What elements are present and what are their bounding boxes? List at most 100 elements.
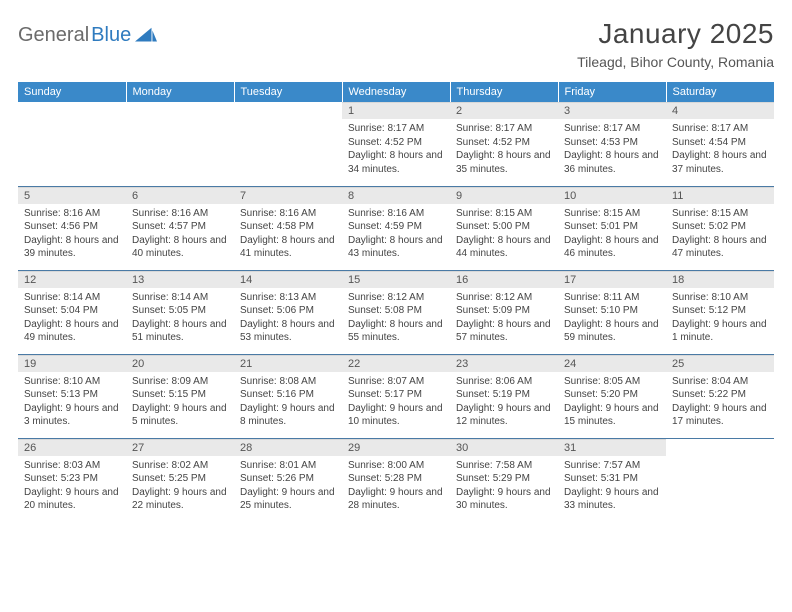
calendar-cell: 21Sunrise: 8:08 AMSunset: 5:16 PMDayligh…	[234, 354, 342, 438]
day-details: Sunrise: 8:16 AMSunset: 4:58 PMDaylight:…	[234, 204, 342, 265]
day-number: 30	[450, 439, 558, 456]
day-number: 12	[18, 271, 126, 288]
calendar-cell: 1Sunrise: 8:17 AMSunset: 4:52 PMDaylight…	[342, 102, 450, 186]
day-number: 5	[18, 187, 126, 204]
day-number: 26	[18, 439, 126, 456]
day-number: 20	[126, 355, 234, 372]
day-number: 21	[234, 355, 342, 372]
calendar-cell: 6Sunrise: 8:16 AMSunset: 4:57 PMDaylight…	[126, 186, 234, 270]
day-number: 1	[342, 102, 450, 119]
calendar-cell: 18Sunrise: 8:10 AMSunset: 5:12 PMDayligh…	[666, 270, 774, 354]
day-number: 25	[666, 355, 774, 372]
day-number: 29	[342, 439, 450, 456]
day-number: 14	[234, 271, 342, 288]
day-number: 31	[558, 439, 666, 456]
day-details: Sunrise: 8:14 AMSunset: 5:05 PMDaylight:…	[126, 288, 234, 349]
calendar-cell: ..	[126, 102, 234, 186]
col-header-wednesday: Wednesday	[342, 82, 450, 102]
calendar-cell: 15Sunrise: 8:12 AMSunset: 5:08 PMDayligh…	[342, 270, 450, 354]
calendar-week: 19Sunrise: 8:10 AMSunset: 5:13 PMDayligh…	[18, 354, 774, 438]
day-number: 11	[666, 187, 774, 204]
day-details: Sunrise: 7:57 AMSunset: 5:31 PMDaylight:…	[558, 456, 666, 517]
day-details: Sunrise: 8:17 AMSunset: 4:52 PMDaylight:…	[342, 119, 450, 180]
day-details: Sunrise: 8:04 AMSunset: 5:22 PMDaylight:…	[666, 372, 774, 433]
day-details: Sunrise: 8:12 AMSunset: 5:08 PMDaylight:…	[342, 288, 450, 349]
day-number: 27	[126, 439, 234, 456]
day-details: Sunrise: 8:16 AMSunset: 4:57 PMDaylight:…	[126, 204, 234, 265]
calendar-cell: 8Sunrise: 8:16 AMSunset: 4:59 PMDaylight…	[342, 186, 450, 270]
header: GeneralBlue January 2025 Tileagd, Bihor …	[18, 18, 774, 70]
day-details: Sunrise: 8:03 AMSunset: 5:23 PMDaylight:…	[18, 456, 126, 517]
calendar-week: 26Sunrise: 8:03 AMSunset: 5:23 PMDayligh…	[18, 438, 774, 522]
day-details: Sunrise: 8:02 AMSunset: 5:25 PMDaylight:…	[126, 456, 234, 517]
calendar-cell: 16Sunrise: 8:12 AMSunset: 5:09 PMDayligh…	[450, 270, 558, 354]
calendar-cell: 2Sunrise: 8:17 AMSunset: 4:52 PMDaylight…	[450, 102, 558, 186]
calendar-cell: 24Sunrise: 8:05 AMSunset: 5:20 PMDayligh…	[558, 354, 666, 438]
calendar-cell: 31Sunrise: 7:57 AMSunset: 5:31 PMDayligh…	[558, 438, 666, 522]
calendar-cell: 9Sunrise: 8:15 AMSunset: 5:00 PMDaylight…	[450, 186, 558, 270]
col-header-friday: Friday	[558, 82, 666, 102]
day-details: Sunrise: 8:08 AMSunset: 5:16 PMDaylight:…	[234, 372, 342, 433]
day-details: Sunrise: 8:14 AMSunset: 5:04 PMDaylight:…	[18, 288, 126, 349]
day-number: 2	[450, 102, 558, 119]
brand-part1: General	[18, 24, 89, 47]
day-number: 10	[558, 187, 666, 204]
day-number: 16	[450, 271, 558, 288]
day-details: Sunrise: 8:16 AMSunset: 4:56 PMDaylight:…	[18, 204, 126, 265]
calendar-cell: 4Sunrise: 8:17 AMSunset: 4:54 PMDaylight…	[666, 102, 774, 186]
month-title: January 2025	[577, 18, 774, 50]
day-details: Sunrise: 8:10 AMSunset: 5:12 PMDaylight:…	[666, 288, 774, 349]
day-number: 24	[558, 355, 666, 372]
calendar-cell: 5Sunrise: 8:16 AMSunset: 4:56 PMDaylight…	[18, 186, 126, 270]
day-details: Sunrise: 8:15 AMSunset: 5:00 PMDaylight:…	[450, 204, 558, 265]
calendar-cell: 30Sunrise: 7:58 AMSunset: 5:29 PMDayligh…	[450, 438, 558, 522]
calendar-cell: ..	[666, 438, 774, 522]
day-number: 18	[666, 271, 774, 288]
calendar-cell: 20Sunrise: 8:09 AMSunset: 5:15 PMDayligh…	[126, 354, 234, 438]
calendar-cell: ..	[234, 102, 342, 186]
day-details: Sunrise: 8:01 AMSunset: 5:26 PMDaylight:…	[234, 456, 342, 517]
day-number: 9	[450, 187, 558, 204]
calendar-cell: 25Sunrise: 8:04 AMSunset: 5:22 PMDayligh…	[666, 354, 774, 438]
location: Tileagd, Bihor County, Romania	[577, 54, 774, 70]
day-details: Sunrise: 8:06 AMSunset: 5:19 PMDaylight:…	[450, 372, 558, 433]
day-details: Sunrise: 8:15 AMSunset: 5:01 PMDaylight:…	[558, 204, 666, 265]
col-header-tuesday: Tuesday	[234, 82, 342, 102]
day-number: 4	[666, 102, 774, 119]
calendar-cell: 28Sunrise: 8:01 AMSunset: 5:26 PMDayligh…	[234, 438, 342, 522]
day-number: 7	[234, 187, 342, 204]
day-details: Sunrise: 8:17 AMSunset: 4:53 PMDaylight:…	[558, 119, 666, 180]
calendar-cell: 14Sunrise: 8:13 AMSunset: 5:06 PMDayligh…	[234, 270, 342, 354]
day-details: Sunrise: 8:00 AMSunset: 5:28 PMDaylight:…	[342, 456, 450, 517]
calendar-cell: 13Sunrise: 8:14 AMSunset: 5:05 PMDayligh…	[126, 270, 234, 354]
calendar-cell: 3Sunrise: 8:17 AMSunset: 4:53 PMDaylight…	[558, 102, 666, 186]
calendar-cell: 22Sunrise: 8:07 AMSunset: 5:17 PMDayligh…	[342, 354, 450, 438]
brand-part2: Blue	[91, 24, 131, 47]
calendar-cell: 12Sunrise: 8:14 AMSunset: 5:04 PMDayligh…	[18, 270, 126, 354]
day-number: 3	[558, 102, 666, 119]
brand-logo: GeneralBlue	[18, 18, 157, 47]
day-details: Sunrise: 8:17 AMSunset: 4:52 PMDaylight:…	[450, 119, 558, 180]
day-details: Sunrise: 8:15 AMSunset: 5:02 PMDaylight:…	[666, 204, 774, 265]
day-number: 22	[342, 355, 450, 372]
day-number: 6	[126, 187, 234, 204]
day-details: Sunrise: 8:05 AMSunset: 5:20 PMDaylight:…	[558, 372, 666, 433]
day-details: Sunrise: 7:58 AMSunset: 5:29 PMDaylight:…	[450, 456, 558, 517]
day-number: 13	[126, 271, 234, 288]
calendar-cell: 29Sunrise: 8:00 AMSunset: 5:28 PMDayligh…	[342, 438, 450, 522]
day-details: Sunrise: 8:13 AMSunset: 5:06 PMDaylight:…	[234, 288, 342, 349]
calendar-week: ......1Sunrise: 8:17 AMSunset: 4:52 PMDa…	[18, 102, 774, 186]
day-details: Sunrise: 8:09 AMSunset: 5:15 PMDaylight:…	[126, 372, 234, 433]
calendar-cell: 7Sunrise: 8:16 AMSunset: 4:58 PMDaylight…	[234, 186, 342, 270]
day-details: Sunrise: 8:11 AMSunset: 5:10 PMDaylight:…	[558, 288, 666, 349]
calendar-cell: 23Sunrise: 8:06 AMSunset: 5:19 PMDayligh…	[450, 354, 558, 438]
day-details: Sunrise: 8:12 AMSunset: 5:09 PMDaylight:…	[450, 288, 558, 349]
col-header-monday: Monday	[126, 82, 234, 102]
day-details: Sunrise: 8:17 AMSunset: 4:54 PMDaylight:…	[666, 119, 774, 180]
calendar-table: SundayMondayTuesdayWednesdayThursdayFrid…	[18, 82, 774, 522]
day-details: Sunrise: 8:07 AMSunset: 5:17 PMDaylight:…	[342, 372, 450, 433]
day-number: 23	[450, 355, 558, 372]
day-number: 8	[342, 187, 450, 204]
calendar-week: 5Sunrise: 8:16 AMSunset: 4:56 PMDaylight…	[18, 186, 774, 270]
col-header-saturday: Saturday	[666, 82, 774, 102]
